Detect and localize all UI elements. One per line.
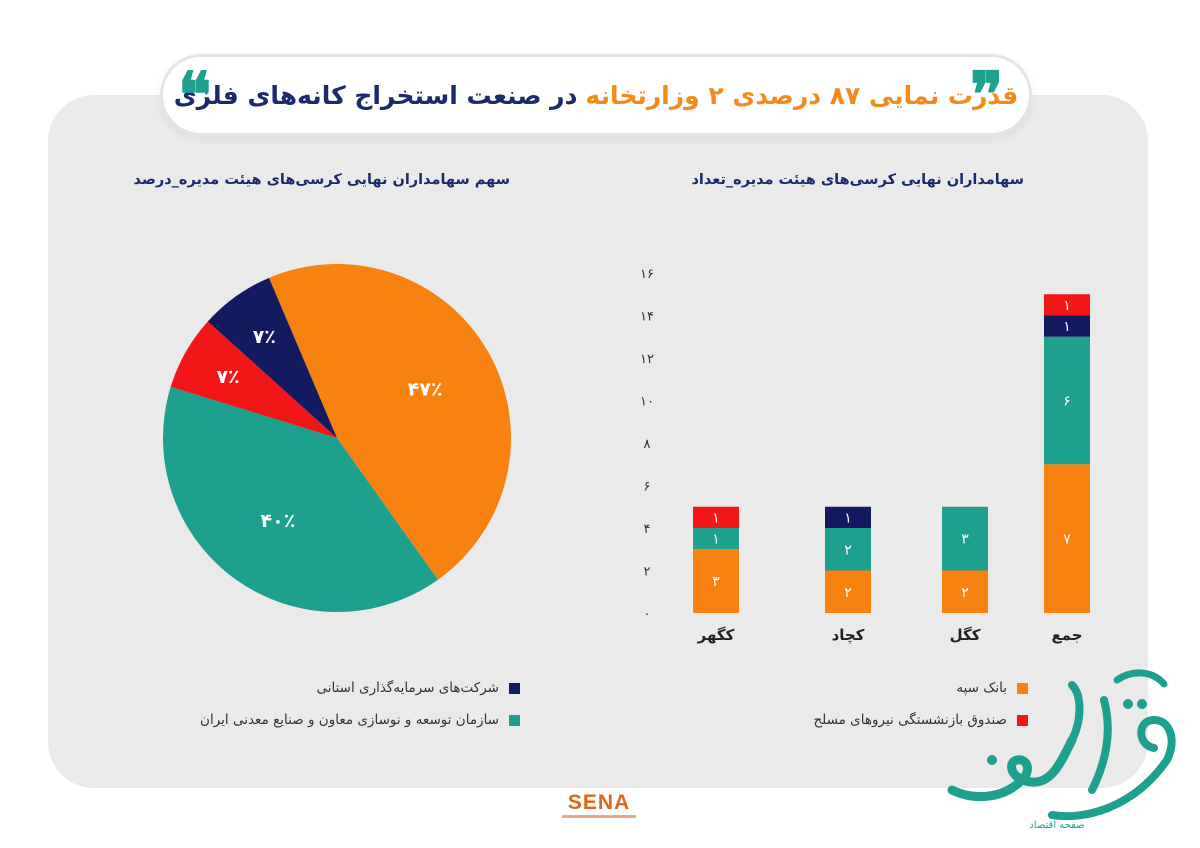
bar-data-label: ۲ — [844, 542, 852, 558]
bar-segment — [825, 570, 871, 613]
bar-segment — [1044, 294, 1090, 316]
bar-legend: بانک سپه صندوق بازنشستگی نیروهای مسلح — [813, 680, 1028, 728]
bar-segment — [825, 506, 871, 528]
y-tick-label: ۰ — [644, 607, 651, 622]
bar-segment — [1044, 464, 1090, 613]
x-tick-label: کچاد — [832, 626, 865, 645]
y-tick-label: ۱۰ — [640, 395, 654, 410]
pie-slice — [269, 264, 511, 580]
pie-slice-label: ۴۰٪ — [261, 510, 296, 532]
y-tick-label: ۲ — [644, 565, 651, 580]
pie-slice — [162, 386, 438, 613]
bar-segment — [1044, 336, 1090, 465]
x-tick-label: کگهر — [697, 626, 735, 644]
y-tick-label: ۸ — [644, 437, 651, 452]
bar-segment — [1044, 315, 1090, 337]
y-tick-label: ۶ — [644, 480, 651, 495]
y-tick-label: ۱۲ — [640, 352, 654, 367]
bar-data-label: ۲ — [844, 585, 852, 601]
legend-swatch-red — [1017, 714, 1028, 726]
legend-item-imidro: سازمان توسعه و نوسازی معاون و صنایع معدن… — [200, 712, 520, 728]
legend-item-armed-forces-fund: صندوق بازنشستگی نیروهای مسلح — [813, 712, 1028, 728]
pie-slice-label: ۷٪ — [253, 326, 276, 348]
bar-data-label: ۳ — [712, 574, 720, 590]
title-highlight: قدرت نمایی ۸۷ درصدی ۲ وزارتخانه — [585, 80, 1019, 110]
bar-data-label: ۱ — [712, 532, 720, 548]
legend-swatch-teal — [509, 714, 520, 726]
sena-logo-underline — [562, 815, 636, 818]
bar-segment — [693, 528, 739, 550]
title-banner: قدرت نمایی ۸۷ درصدی ۲ وزارتخانه در صنعت … — [160, 54, 1032, 136]
bar-segment — [942, 506, 988, 571]
bar-data-label: ۲ — [961, 585, 969, 601]
title-rest: در صنعت استخراج کانه‌های فلزی — [173, 80, 578, 110]
sena-logo-text: SENA — [567, 791, 631, 814]
watermark-logo: صفحه اقتصاد — [947, 669, 1176, 830]
bar-data-label: ۱ — [844, 510, 852, 526]
legend-swatch-navy — [509, 682, 520, 694]
x-tick-label: جمع — [1051, 626, 1082, 644]
bar-data-label: ۳ — [961, 532, 969, 548]
bar-segment — [825, 528, 871, 571]
bar-data-label: ۶ — [1063, 394, 1071, 410]
legend-label: بانک سپه — [956, 680, 1007, 696]
bar-segment — [942, 570, 988, 613]
y-tick-label: ۱۶ — [640, 267, 654, 282]
legend-label: شرکت‌های سرمایه‌گذاری استانی — [316, 680, 499, 696]
watermark-text: صفحه اقتصاد — [1029, 820, 1084, 830]
pie-slice-label: ۷٪ — [216, 366, 239, 388]
bar-data-label: ۱ — [1063, 298, 1071, 314]
quote-close-icon: ❞ — [970, 58, 1004, 131]
legend-item-provincial: شرکت‌های سرمایه‌گذاری استانی — [200, 680, 520, 696]
bar-data-label: ۷ — [1063, 532, 1071, 548]
pie-slice — [170, 321, 337, 438]
bar-data-label: ۱ — [712, 510, 720, 526]
legend-swatch-orange — [1017, 682, 1028, 694]
page-title: قدرت نمایی ۸۷ درصدی ۲ وزارتخانه در صنعت … — [174, 81, 1018, 110]
y-tick-label: ۱۴ — [640, 310, 654, 325]
quote-open-icon: ❝ — [178, 58, 212, 131]
bar-chart-title: سهامداران نهایی کرسی‌های هیئت مدیره_تعدا… — [691, 172, 1024, 188]
legend-item-bank-sepah: بانک سپه — [813, 680, 1028, 696]
legend-label: صندوق بازنشستگی نیروهای مسلح — [813, 712, 1007, 728]
bar-segment — [693, 549, 739, 613]
x-tick-label: کگل — [950, 626, 981, 644]
pie-chart-title: سهم سهامداران نهایی کرسی‌های هیئت مدیره_… — [133, 172, 510, 188]
pie-slice-label: ۴۷٪ — [408, 379, 443, 401]
sena-logo: SENA — [556, 788, 642, 822]
pie-legend: شرکت‌های سرمایه‌گذاری استانی سازمان توسع… — [200, 680, 520, 728]
bar-segment — [693, 506, 739, 528]
y-tick-label: ۴ — [644, 522, 651, 537]
pie-slice — [207, 277, 337, 438]
bar-data-label: ۱ — [1063, 319, 1071, 335]
legend-label: سازمان توسعه و نوسازی معاون و صنایع معدن… — [200, 712, 499, 728]
